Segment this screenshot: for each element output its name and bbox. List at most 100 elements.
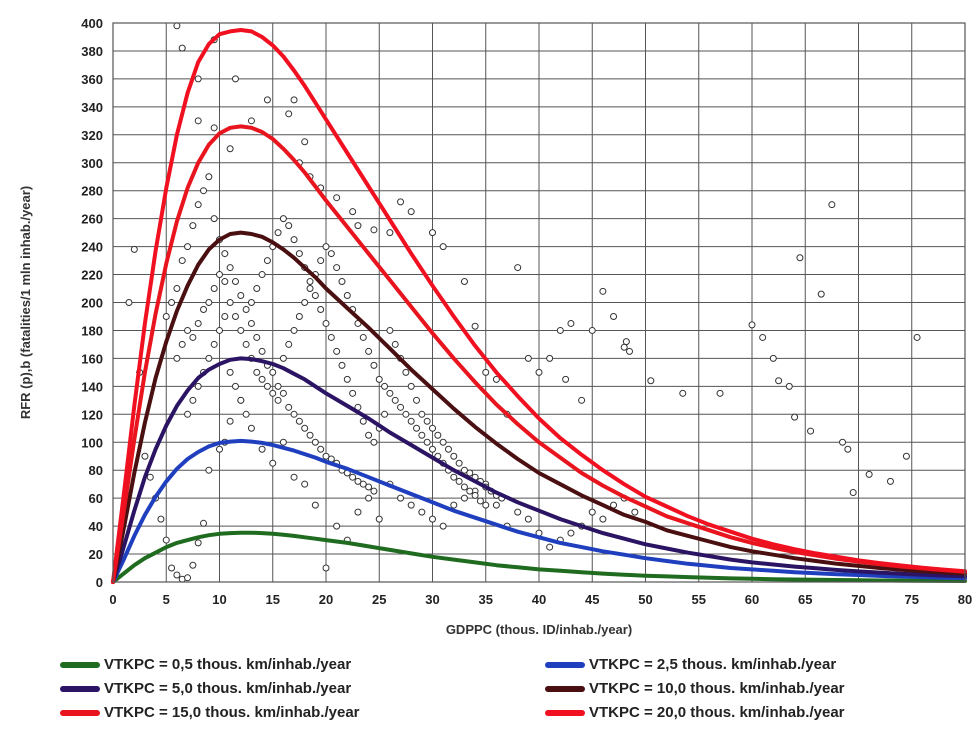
- scatter-point: [269, 368, 277, 376]
- scatter-point: [247, 299, 255, 306]
- x-tick-label: 15: [266, 592, 280, 607]
- scatter-point: [194, 117, 202, 125]
- scatter-point: [407, 208, 415, 216]
- scatter-point: [514, 264, 522, 272]
- y-tick-label: 0: [96, 575, 103, 590]
- scatter-point: [375, 515, 383, 523]
- legend-item-3: VTKPC = 5,0 thous. km/inhab./year: [60, 680, 351, 697]
- scatter-point: [322, 319, 330, 327]
- y-tick-label: 20: [89, 547, 103, 562]
- scatter-point: [178, 44, 186, 52]
- scatter-point: [844, 445, 852, 453]
- scatter-point: [343, 375, 351, 383]
- scatter-point: [386, 229, 394, 237]
- scatter-point: [402, 410, 410, 418]
- scatter-point: [679, 389, 687, 397]
- scatter-point: [338, 278, 346, 286]
- scatter-point: [365, 431, 373, 439]
- scatter-point: [370, 438, 378, 446]
- scatter-point: [423, 417, 431, 425]
- legend: VTKPC = 0,5 thous. km/inhab./year VTKPC =…: [0, 652, 973, 729]
- scatter-point: [178, 340, 186, 348]
- scatter-point: [290, 473, 298, 481]
- scatter-point: [157, 515, 165, 523]
- scatter-point: [423, 438, 431, 446]
- scatter-point: [295, 312, 303, 320]
- scatter-point: [173, 354, 181, 362]
- scatter-point: [279, 438, 287, 446]
- scatter-point: [216, 326, 223, 334]
- scatter-point: [626, 347, 634, 355]
- scatter-point: [460, 483, 468, 491]
- scatter-point: [413, 396, 421, 404]
- scatter-point: [200, 305, 208, 313]
- scatter-point: [231, 278, 239, 286]
- scatter-point: [194, 382, 202, 390]
- scatter-point: [295, 417, 303, 425]
- scatter-point: [338, 361, 346, 369]
- scatter-point: [886, 477, 894, 485]
- legend-swatch: [545, 685, 585, 692]
- scatter-point: [290, 326, 298, 334]
- x-tick-label: 70: [851, 592, 865, 607]
- scatter-point: [349, 208, 357, 216]
- scatter-point: [301, 424, 309, 432]
- scatter-point: [184, 574, 192, 582]
- scatter-point: [189, 333, 197, 341]
- scatter-point: [247, 424, 255, 432]
- scatter-point: [455, 477, 463, 485]
- scatter-point: [455, 459, 463, 467]
- y-tick-label: 360: [81, 72, 103, 87]
- scatter-point: [274, 229, 282, 237]
- scatter-point: [168, 299, 176, 306]
- scatter-point: [194, 201, 202, 209]
- scatter-point: [343, 292, 351, 300]
- x-tick-label: 75: [905, 592, 919, 607]
- scatter-point: [434, 431, 442, 439]
- scatter-point: [231, 75, 239, 83]
- scatter-point: [370, 487, 378, 495]
- scatter-point: [162, 312, 170, 320]
- y-tick-label: 240: [81, 240, 103, 255]
- scatter-point: [450, 452, 458, 460]
- scatter-point: [194, 75, 202, 83]
- scatter-point: [130, 245, 138, 253]
- scatter-point: [365, 347, 373, 355]
- legend-item-5: VTKPC = 15,0 thous. km/inhab./year: [60, 704, 360, 721]
- scatter-point: [258, 271, 266, 279]
- scatter-point: [471, 491, 479, 499]
- scatter-point: [301, 138, 309, 146]
- scatter-point: [173, 22, 181, 30]
- scatter-point: [253, 333, 261, 341]
- scatter-point: [327, 333, 335, 341]
- x-tick-label: 20: [319, 592, 333, 607]
- scatter-point: [184, 326, 192, 334]
- scatter-point: [141, 452, 149, 460]
- scatter-point: [535, 368, 543, 376]
- y-tick-label: 320: [81, 128, 103, 143]
- y-tick-label: 260: [81, 212, 103, 227]
- scatter-point: [429, 229, 436, 237]
- scatter-point: [391, 396, 399, 404]
- scatter-point: [492, 501, 500, 509]
- scatter-point: [599, 287, 607, 295]
- legend-swatch: [545, 709, 585, 716]
- series-line-2: [111, 438, 967, 584]
- x-tick-labels: 0 5 10 15 20 25 30 35 40 45 50 55 60 65 70 75 80: [109, 592, 972, 607]
- series-line-5: [111, 124, 967, 584]
- y-tick-label: 300: [81, 156, 103, 171]
- scatter-point: [285, 222, 293, 230]
- x-tick-label: 5: [163, 592, 170, 607]
- scatter-point: [796, 254, 804, 262]
- x-tick-label: 40: [532, 592, 546, 607]
- scatter-point: [333, 522, 341, 530]
- scatter-point: [839, 438, 847, 446]
- scatter-point: [210, 124, 218, 132]
- scatter-point: [407, 382, 415, 390]
- scatter-point: [226, 299, 234, 306]
- scatter-point: [226, 417, 234, 425]
- scatter-point: [205, 299, 213, 306]
- scatter-point: [173, 285, 181, 293]
- scatter-point: [210, 215, 218, 223]
- scatter-point: [290, 236, 298, 244]
